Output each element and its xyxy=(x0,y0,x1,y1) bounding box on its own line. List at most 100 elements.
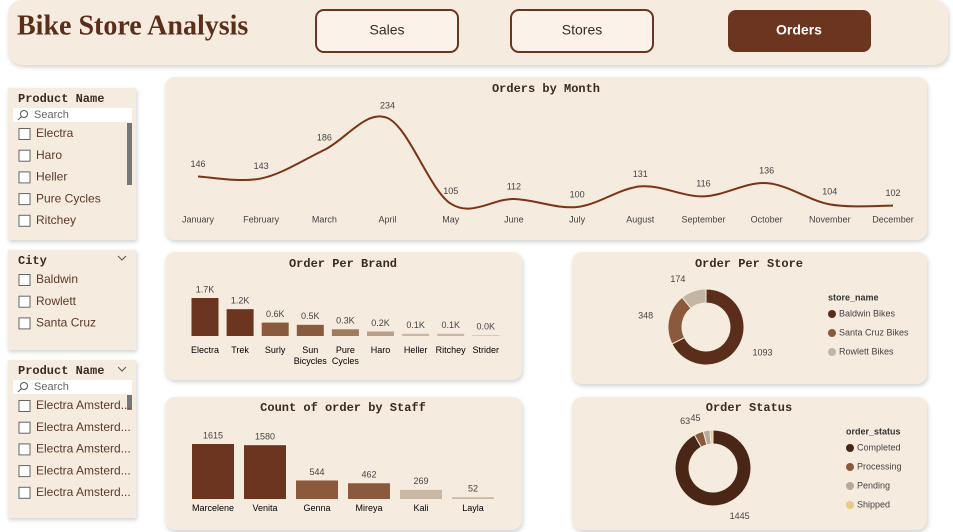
x-tick-label: May xyxy=(442,214,460,224)
checkbox[interactable] xyxy=(18,465,31,478)
checkbox[interactable] xyxy=(18,149,31,162)
donut-slice[interactable] xyxy=(681,288,707,309)
chevron[interactable] xyxy=(117,255,127,261)
legend-swatch[interactable] xyxy=(846,482,854,490)
scrollbar[interactable] xyxy=(127,123,132,185)
nav-label[interactable]: Stores xyxy=(562,22,602,38)
legend-label[interactable]: Rowlett Bikes xyxy=(839,346,894,356)
legend-label[interactable]: Baldwin Bikes xyxy=(839,308,896,318)
search-icon xyxy=(17,388,22,393)
slicer-item[interactable]: Electra Amsterd... xyxy=(36,463,131,477)
slicer-item[interactable]: Electra xyxy=(36,126,74,140)
bar[interactable] xyxy=(296,324,324,336)
legend-label[interactable]: Completed xyxy=(857,442,901,452)
slicer-item[interactable]: Electra Amsterd... xyxy=(36,420,131,434)
slicer-item[interactable]: Electra Amsterd... xyxy=(36,485,131,499)
slicer-item[interactable]: Rowlett xyxy=(36,294,77,308)
slicer-item[interactable]: Haro xyxy=(36,148,62,162)
nav-button-active[interactable] xyxy=(728,10,871,52)
legend-label[interactable]: Processing xyxy=(857,461,902,471)
x-tick-label: December xyxy=(872,214,914,224)
checkbox[interactable] xyxy=(18,193,31,206)
slicer-item[interactable]: Heller xyxy=(36,170,67,184)
slicer-title: Product Name xyxy=(18,364,104,378)
search-box[interactable] xyxy=(13,108,132,122)
bar[interactable] xyxy=(472,335,500,336)
bar[interactable] xyxy=(367,331,394,336)
x-tick-label: Ritchey xyxy=(436,345,466,355)
bar[interactable] xyxy=(296,480,338,499)
checkbox[interactable] xyxy=(18,214,31,227)
chevron[interactable] xyxy=(117,366,127,372)
line xyxy=(197,115,894,210)
slicer-item[interactable]: Electra Amsterd... xyxy=(36,398,131,412)
bar[interactable] xyxy=(402,333,430,336)
checkbox[interactable] xyxy=(18,295,31,308)
legend-swatch[interactable] xyxy=(828,310,836,318)
data-label: 1615 xyxy=(203,430,223,440)
search-box[interactable] xyxy=(13,380,132,394)
bar[interactable] xyxy=(400,489,442,499)
x-tick-label: June xyxy=(504,214,524,224)
bar[interactable] xyxy=(192,444,234,499)
legend-swatch[interactable] xyxy=(828,329,836,337)
legend-label[interactable]: Santa Cruz Bikes xyxy=(839,327,909,337)
bar[interactable] xyxy=(244,445,286,499)
slicer-item[interactable]: Ritchey xyxy=(36,213,76,227)
search-icon xyxy=(17,116,22,121)
legend-label[interactable]: Pending xyxy=(857,480,890,490)
legend-swatch[interactable] xyxy=(828,348,836,356)
data-label: 146 xyxy=(190,159,205,169)
bar[interactable] xyxy=(191,298,219,336)
nav-button[interactable] xyxy=(510,9,654,53)
legend-swatch[interactable] xyxy=(846,463,854,471)
slicer-item[interactable]: Santa Cruz xyxy=(36,316,96,330)
nav-button[interactable] xyxy=(315,9,459,53)
data-label: 0.0K xyxy=(477,322,496,332)
donut-slice[interactable] xyxy=(709,429,714,445)
bar[interactable] xyxy=(452,497,494,499)
search-placeholder[interactable]: Search xyxy=(34,109,69,121)
donut-slice[interactable] xyxy=(674,429,752,507)
chart-title: Count of order by Staff xyxy=(260,401,426,415)
bar[interactable] xyxy=(437,333,465,336)
data-label: 63 xyxy=(680,416,690,426)
donut-slice[interactable] xyxy=(671,288,745,366)
nav-label[interactable]: Orders xyxy=(776,22,822,38)
x-tick-label: Haro xyxy=(370,345,391,355)
data-label: 102 xyxy=(885,188,900,198)
checkbox[interactable] xyxy=(18,443,31,456)
slicer-item[interactable]: Pure Cycles xyxy=(36,191,101,205)
checkbox[interactable] xyxy=(18,128,31,140)
checkbox[interactable] xyxy=(18,317,31,330)
x-tick-label: Trek xyxy=(231,345,249,355)
checkbox[interactable] xyxy=(18,486,31,499)
data-label: 1.7K xyxy=(196,284,215,294)
data-label: 174 xyxy=(670,274,685,284)
slicer-item[interactable]: Electra Amsterd... xyxy=(36,442,131,456)
x-tick-label: Marcelene xyxy=(191,503,235,513)
checkbox[interactable] xyxy=(18,400,31,412)
x-tick-label: Sun Bicycles xyxy=(293,345,327,366)
nav-label[interactable]: Sales xyxy=(369,22,404,38)
bar[interactable] xyxy=(226,309,254,336)
bar[interactable] xyxy=(348,483,390,499)
scrollbar[interactable] xyxy=(127,395,132,410)
bar[interactable] xyxy=(331,329,359,336)
legend-swatch[interactable] xyxy=(846,501,854,509)
x-tick-label: Surly xyxy=(264,345,286,355)
search-placeholder[interactable]: Search xyxy=(34,381,69,393)
checkbox[interactable] xyxy=(18,421,31,434)
x-tick-label: September xyxy=(681,214,725,224)
chart-title: Order Status xyxy=(706,401,792,415)
legend-swatch[interactable] xyxy=(846,444,854,452)
legend-label[interactable]: Shipped xyxy=(857,499,890,509)
bar[interactable] xyxy=(261,322,289,336)
x-tick-label: Layla xyxy=(462,503,484,513)
slicer-item[interactable]: Baldwin xyxy=(36,272,78,286)
checkbox[interactable] xyxy=(18,274,31,286)
checkbox[interactable] xyxy=(18,171,31,184)
search-icon xyxy=(20,110,28,118)
data-label: 1093 xyxy=(752,348,772,358)
